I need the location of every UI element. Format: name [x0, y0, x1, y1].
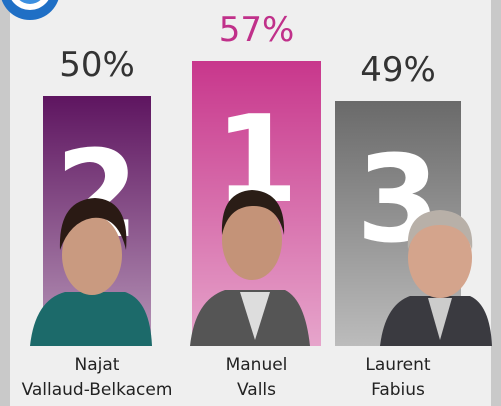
candidate-name: Valls — [237, 380, 276, 400]
candidate-name: Vallaud-Belkacem — [22, 380, 173, 400]
value-label: 57% — [219, 10, 295, 50]
photos — [30, 190, 492, 346]
candidate-name: Najat — [75, 355, 120, 375]
candidate-name: Manuel — [226, 355, 288, 375]
logo — [1, 0, 59, 20]
value-label: 50% — [59, 45, 135, 85]
left-border — [0, 0, 10, 406]
portrait — [30, 198, 152, 346]
portrait — [380, 210, 492, 346]
portrait — [190, 190, 310, 346]
value-label: 49% — [360, 50, 436, 90]
candidate-name: Fabius — [371, 380, 425, 400]
candidate-name: Laurent — [365, 355, 431, 375]
right-border — [491, 0, 501, 406]
